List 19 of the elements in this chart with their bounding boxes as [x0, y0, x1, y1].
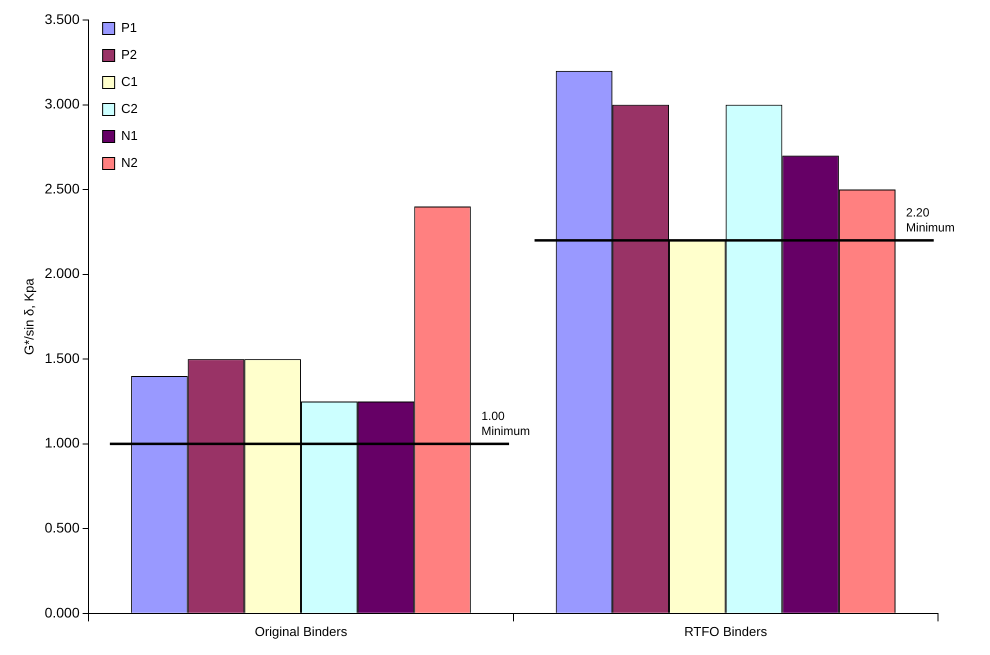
y-tick-label: 2.000: [44, 265, 80, 282]
y-tick-label: 1.500: [44, 350, 80, 366]
y-tick-label: 3.000: [44, 96, 80, 112]
y-axis-title: G*/sin δ, Kpa: [21, 278, 36, 356]
y-tick-label: 1.000: [44, 434, 80, 451]
y-tick-label: 2.500: [44, 180, 80, 196]
x-tick-label: Original Binders: [254, 624, 348, 639]
ref-line-label: 2.20 Minimum: [906, 206, 955, 235]
legend-label: P1: [121, 20, 138, 36]
legend-label: C1: [121, 74, 138, 90]
y-tick-label: 0.500: [44, 519, 80, 536]
y-tick-label: 3.500: [44, 10, 80, 27]
x-tick-label: RTFO Binders: [684, 624, 768, 639]
legend-label: N2: [121, 155, 138, 170]
legend-label: P2: [121, 47, 138, 62]
ref-line-label: 1.00 Minimum: [481, 409, 530, 438]
legend-label: C2: [121, 101, 138, 116]
legend-label: N1: [121, 128, 138, 144]
y-tick-label: 0.000: [44, 604, 80, 620]
